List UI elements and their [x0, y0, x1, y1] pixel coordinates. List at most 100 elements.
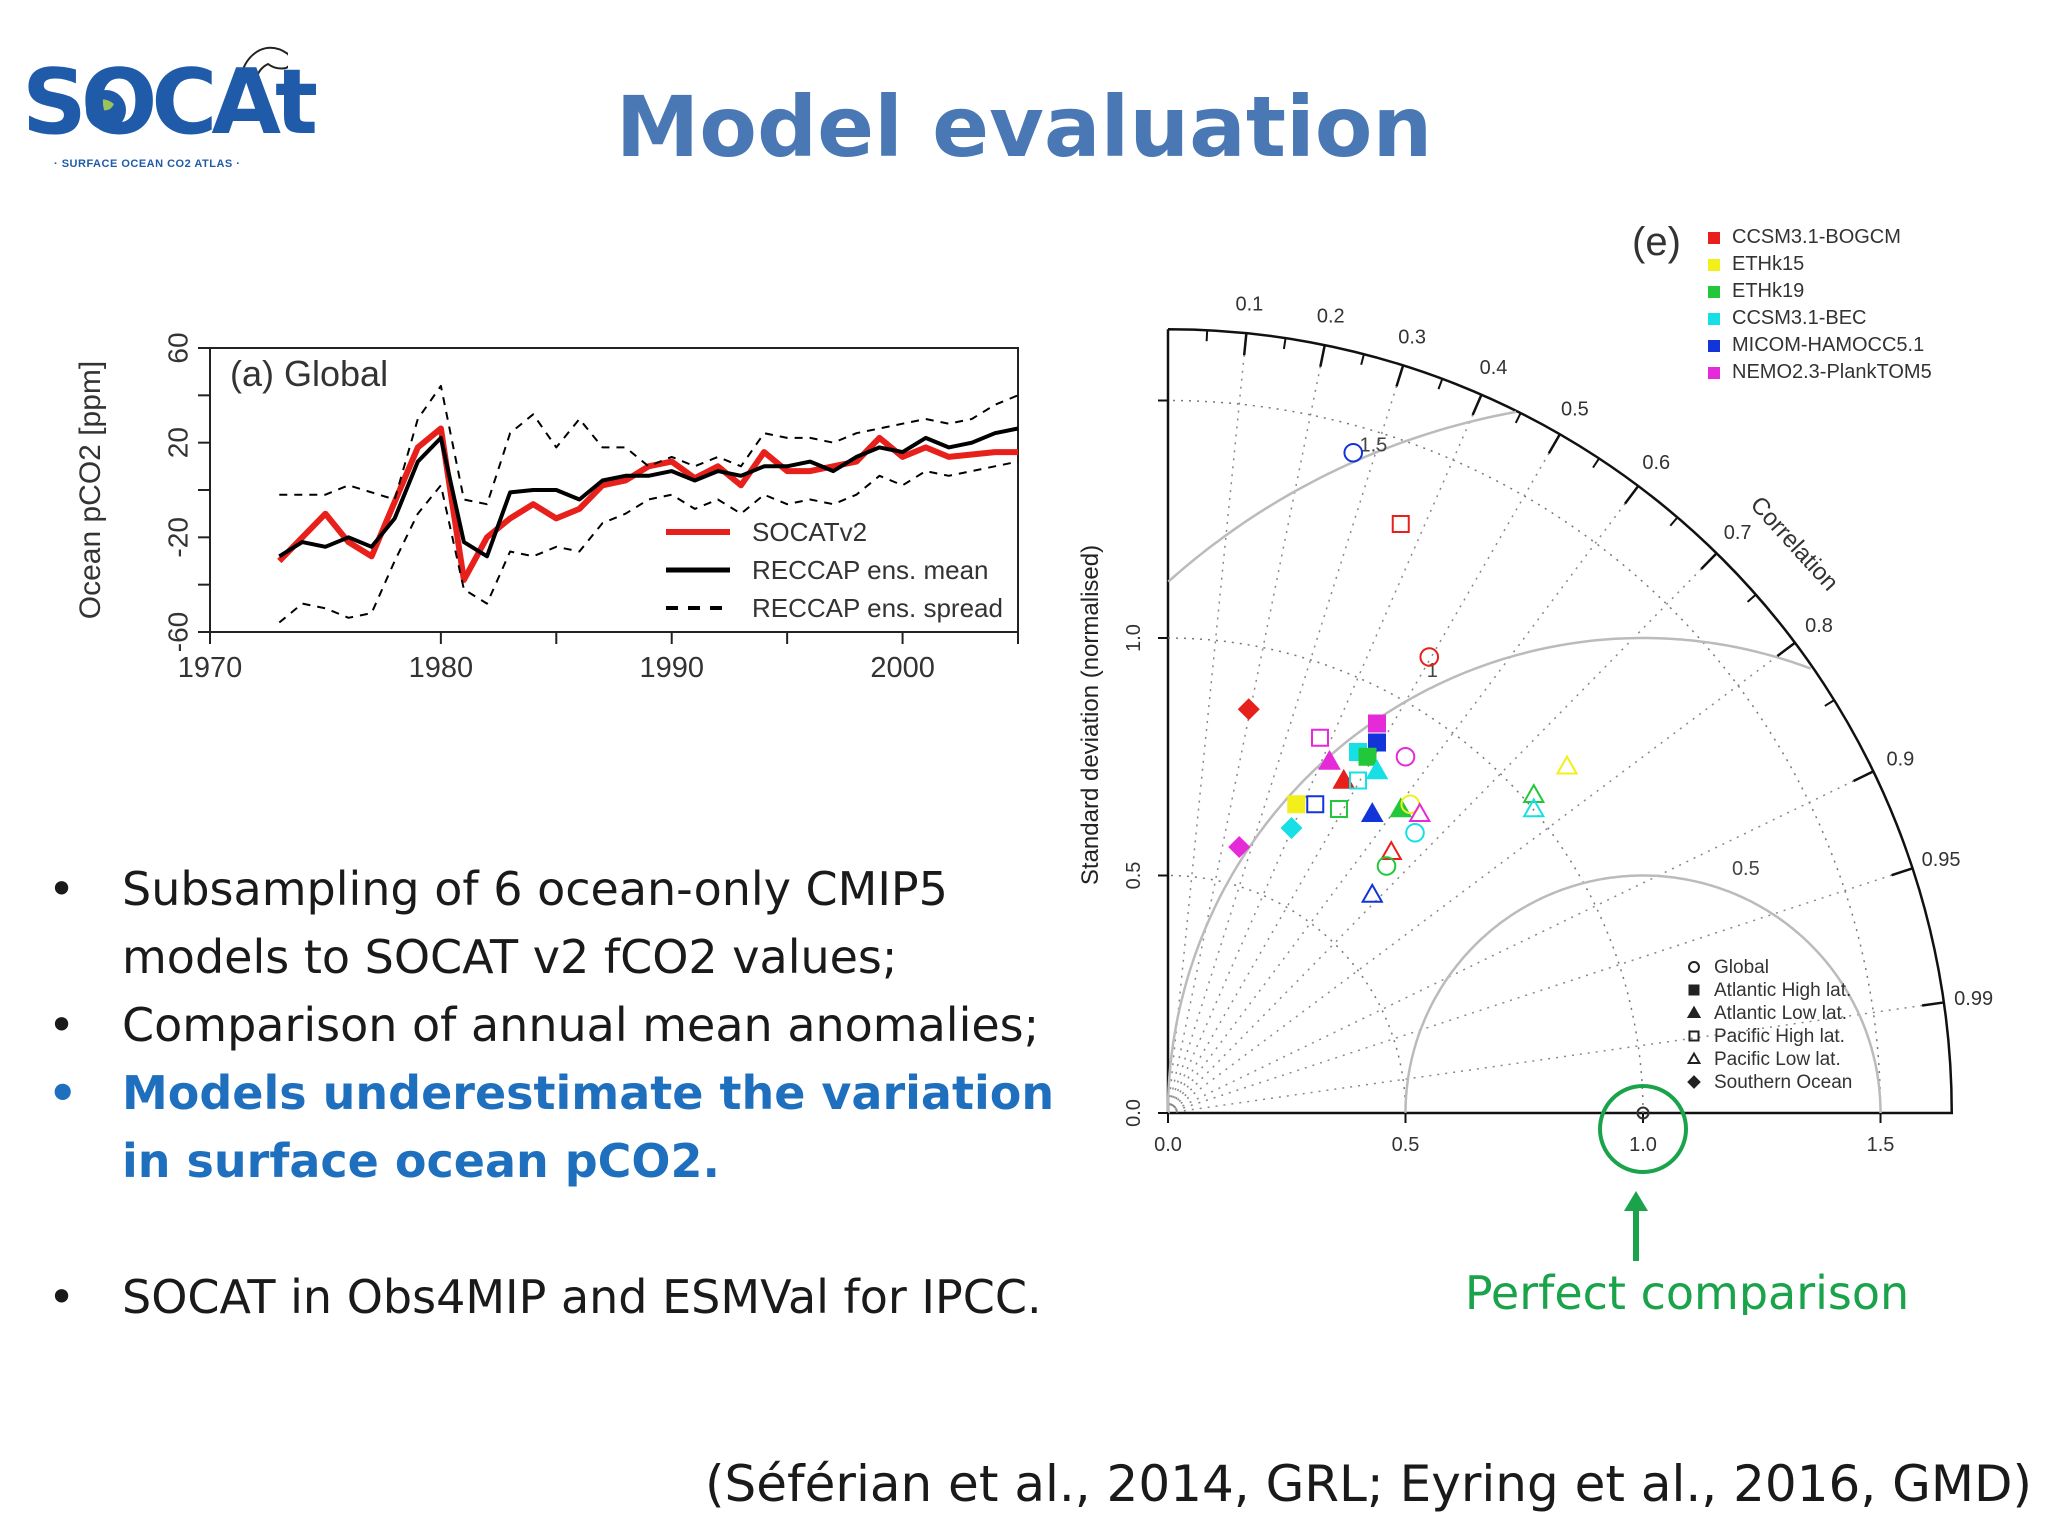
region-legend-marker [1686, 1051, 1702, 1065]
data-point [1555, 754, 1579, 775]
series-line-1 [278, 426, 1019, 559]
correlation-minor-tick [1708, 552, 1718, 562]
region-legend-label: Atlantic Low lat. [1714, 1003, 1847, 1024]
bullet-text: Subsampling of 6 ocean-only CMIP5 models… [122, 862, 948, 984]
rms-contour-label: 1 [1427, 660, 1438, 682]
y-tick-label: 0.5 [1123, 862, 1145, 890]
correlation-minor-tick [1824, 699, 1835, 707]
socat-logo-graphic [86, 46, 292, 130]
global-pco2-chart: -60 -20 20 60 1970 1980 1990 2000 Ocean pCO2 [pp… [74, 332, 1019, 684]
series-line-2 [279, 384, 1019, 506]
y-axis-label: Ocean pCO2 [ppm] [74, 361, 107, 619]
correlation-tick-label: 0.99 [1954, 988, 1993, 1010]
bullet-text: SOCAT in Obs4MIP and ESMVal for IPCC. [122, 1270, 1042, 1324]
std-arc [1167, 637, 1644, 1114]
x-tick-label: 0.0 [1154, 1134, 1182, 1156]
correlation-minor-tick [1321, 344, 1326, 357]
bullet-list: • Subsampling of 6 ocean-only CMIP5 model… [40, 855, 1070, 1331]
data-point [1237, 698, 1260, 721]
region-legend-label: Global [1714, 957, 1769, 978]
model-legend-label: MICOM-HAMOCC5.1 [1732, 334, 1924, 356]
bullet-text: Comparison of annual mean anomalies; [122, 998, 1040, 1052]
correlation-tick-label: 0.9 [1886, 748, 1914, 770]
correlation-tick-label: 0.5 [1561, 398, 1589, 420]
correlation-tick-label: 0.1 [1235, 293, 1263, 315]
correlation-minor-tick [1514, 412, 1522, 424]
panel-label: (e) [1632, 220, 1681, 264]
model-legend-swatch [1708, 367, 1720, 379]
model-legend-label: CCSM3.1-BEC [1732, 307, 1866, 329]
model-legend-label: CCSM3.1-BOGCM [1732, 226, 1901, 248]
correlation-minor-tick [1398, 365, 1405, 377]
correlation-ray [1167, 333, 1248, 1114]
rms-contour [1404, 874, 1882, 1113]
socat-logo: SOCAt · SURFACE OCEAN CO2 ATLAS · [18, 18, 318, 188]
bullet-dot: • [48, 862, 76, 916]
data-point [1419, 647, 1440, 667]
data-point [1368, 714, 1386, 733]
rms-contour [1167, 410, 1517, 583]
correlation-minor-tick [1901, 867, 1913, 873]
x-tick-label: 1.5 [1867, 1134, 1895, 1156]
bullet-item: • Comparison of annual mean anomalies; [40, 991, 1070, 1059]
region-legend-marker [1687, 1075, 1701, 1089]
correlation-minor-tick [1437, 378, 1444, 390]
region-legend-label: Southern Ocean [1714, 1072, 1852, 1093]
correlation-tick-label: 0.95 [1922, 849, 1961, 871]
data-point [1360, 802, 1384, 822]
y-tick-label: 0.0 [1123, 1099, 1145, 1127]
model-legend-swatch [1708, 313, 1720, 325]
data-point [1318, 749, 1341, 770]
correlation-minor-tick [1746, 593, 1757, 603]
data-point [1365, 759, 1389, 780]
data-point [1330, 800, 1348, 818]
x-tick-label: 2000 [870, 652, 935, 684]
reference-point [1636, 1106, 1650, 1120]
model-legend-label: NEMO2.3-PlankTOM5 [1732, 361, 1932, 383]
y-tick-label: -60 [162, 612, 193, 652]
model-legend-swatch [1708, 232, 1720, 244]
slide-title-text: Model evaluation [615, 78, 1433, 176]
data-point [1522, 797, 1546, 818]
correlation-minor-tick [1785, 641, 1796, 651]
data-point [1358, 747, 1377, 766]
perfect-comparison-circle [1598, 1084, 1688, 1174]
data-point [1332, 768, 1356, 789]
data-point [1306, 795, 1325, 814]
correlation-minor-tick [1282, 337, 1287, 350]
bullet-dot: • [48, 1270, 76, 1324]
bullet-dot: • [48, 1066, 78, 1120]
data-point [1228, 835, 1251, 859]
correlation-tick-label: 0.6 [1642, 452, 1670, 474]
region-legend-label: Pacific Low lat. [1714, 1049, 1841, 1070]
region-legend-marker [1688, 984, 1700, 996]
data-point [1395, 746, 1416, 767]
region-legend-marker [1686, 1005, 1702, 1019]
correlation-ray [1167, 394, 1483, 1114]
model-legend-label: ETHk15 [1732, 253, 1804, 275]
bullet-item: • SOCAT in Obs4MIP and ESMVal for IPCC. [40, 1263, 1070, 1331]
perfect-comparison-label: Perfect comparison [1465, 1266, 1909, 1315]
data-point [1287, 795, 1306, 814]
x-tick-label: 0.5 [1392, 1134, 1420, 1156]
series-line-0 [277, 425, 1018, 583]
model-legend-swatch [1708, 340, 1720, 352]
data-point [1280, 816, 1303, 840]
slide-title: Model evaluation [0, 78, 2048, 176]
logo-subtitle: · SURFACE OCEAN CO2 ATLAS · [54, 158, 241, 170]
data-point [1349, 771, 1367, 790]
correlation-tick-label: 0.2 [1317, 306, 1345, 328]
model-legend-swatch [1708, 259, 1720, 271]
taylor-diagram: 0.5 1 1.5 0.1 0.2 0.3 0.4 0.5 0.6 0.7 0.8 0.9 0.95 0.… [1077, 220, 1993, 1315]
data-point [1376, 856, 1397, 876]
correlation-minor-tick [1205, 330, 1209, 342]
legend-label: RECCAP ens. mean [752, 555, 989, 585]
region-legend-label: Pacific High lat. [1714, 1026, 1845, 1047]
perfect-comparison-arrow-head [1624, 1191, 1648, 1211]
model-legend-swatch [1708, 286, 1720, 298]
correlation-tick-label: 0.7 [1724, 522, 1752, 544]
correlation-ray [1167, 344, 1326, 1114]
correlation-minor-tick [1863, 770, 1874, 778]
data-point [1360, 882, 1384, 903]
